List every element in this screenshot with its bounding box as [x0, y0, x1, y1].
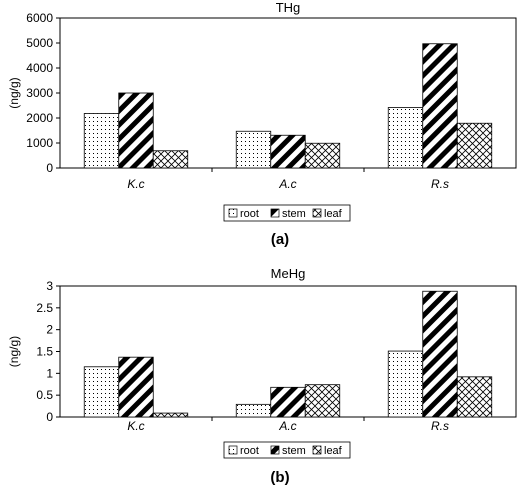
chart-1-category-label-1: K.c — [127, 177, 144, 191]
chart-2-bar-stem-2 — [270, 386, 306, 418]
chart-1-legend-label-leaf: leaf — [324, 208, 343, 220]
chart-1-y-tick-label-0: 0 — [46, 161, 53, 175]
chart-2-bar-root-3 — [387, 350, 424, 418]
chart-2-y-tick-label-5: 2.5 — [36, 301, 53, 315]
chart-1-bar-root-2 — [235, 130, 272, 169]
chart-1-legend-swatch-root — [228, 208, 238, 218]
chart-1-legend-label-stem: stem — [282, 208, 306, 220]
chart-2-legend-swatch-stem — [270, 445, 280, 455]
chart-1-title: THg — [276, 0, 301, 15]
chart-2-y-tick-label-2: 1 — [46, 366, 53, 380]
chart-1-y-tick-label-2: 2000 — [26, 111, 53, 125]
chart-1-category-label-2: A.c — [278, 177, 296, 191]
chart-2-legend-swatch-root — [228, 445, 238, 455]
chart-2-panel-label: (b) — [270, 469, 289, 486]
chart-2-legend-label-stem: stem — [282, 445, 306, 457]
chart-1-bar-root-3 — [387, 107, 424, 169]
chart-1-bar-stem-3 — [422, 43, 458, 169]
chart-2-y-axis-label: (ng/g) — [7, 336, 21, 367]
chart-1-y-tick-label-4: 4000 — [26, 61, 53, 75]
chart-1-bar-leaf-2 — [304, 142, 341, 169]
chart-2-bar-root-2 — [235, 403, 272, 418]
chart-1-y-tick-label-5: 5000 — [26, 36, 53, 50]
chart-2-y-tick-label-0: 0 — [46, 410, 53, 424]
chart-2-legend-label-leaf: leaf — [324, 445, 343, 457]
chart-1-category-label-3: R.s — [431, 177, 449, 191]
chart-2-y-tick-label-3: 1.5 — [36, 345, 53, 359]
chart-1-bar-leaf-3 — [456, 122, 493, 169]
chart-2-category-label-2: A.c — [278, 419, 296, 433]
chart-2-category-label-3: R.s — [431, 419, 449, 433]
chart-1-panel-label: (a) — [271, 231, 289, 248]
chart-2-bar-root-1 — [83, 366, 120, 418]
chart-2-bar-leaf-2 — [304, 384, 341, 418]
chart-2-y-tick-label-1: 0.5 — [36, 388, 53, 402]
chart-2-bar-stem-3 — [422, 290, 458, 418]
chart-2-bar-leaf-3 — [456, 376, 493, 418]
chart-2-legend-label-root: root — [240, 445, 259, 457]
chart-2-category-label-1: K.c — [127, 419, 144, 433]
chart-1-bar-leaf-1 — [152, 150, 189, 169]
chart-1-bar-root-1 — [83, 113, 120, 169]
chart-2-y-tick-label-6: 3 — [46, 279, 53, 293]
chart-2-legend-swatch-leaf — [312, 445, 322, 455]
chart-1-legend-label-root: root — [240, 208, 259, 220]
chart-2-bar-leaf-1 — [152, 412, 189, 418]
chart-1-bar-stem-1 — [118, 92, 154, 169]
chart-1-legend-swatch-leaf — [312, 208, 322, 218]
chart-1-y-tick-label-6: 6000 — [26, 11, 53, 25]
chart-1-legend-swatch-stem — [270, 208, 280, 218]
chart-2-title: MeHg — [271, 266, 306, 281]
chart-1-y-tick-label-1: 1000 — [26, 136, 53, 150]
chart-1-y-axis-label: (ng/g) — [7, 77, 21, 108]
chart-1-y-tick-label-3: 3000 — [26, 86, 53, 100]
chart-2-y-tick-label-4: 2 — [46, 323, 53, 337]
chart-1-bar-stem-2 — [270, 134, 306, 169]
chart-2-bar-stem-1 — [118, 356, 154, 418]
